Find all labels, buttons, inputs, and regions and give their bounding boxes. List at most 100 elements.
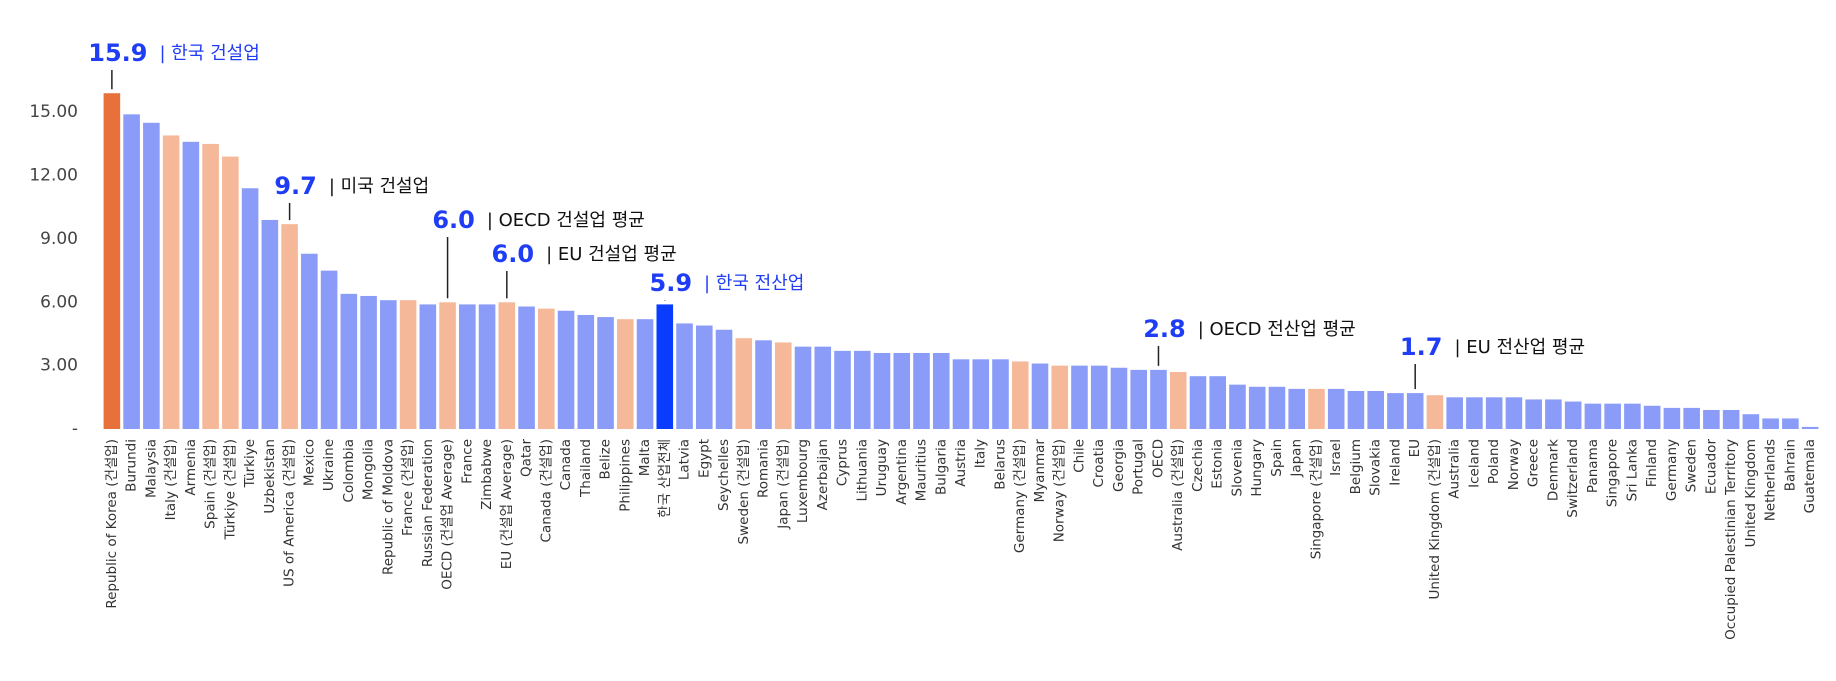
x-tick-label: Russian Federation	[420, 439, 436, 567]
bar	[1387, 393, 1404, 429]
bar	[597, 317, 614, 429]
bar	[1505, 397, 1523, 429]
bar	[853, 350, 871, 429]
x-tick-label: Portugal	[1131, 439, 1147, 495]
y-tick-label: 6.00	[40, 292, 78, 312]
bar	[360, 295, 377, 429]
x-tick-label: Türkiye	[242, 439, 258, 488]
bar	[1248, 386, 1266, 429]
bar	[1367, 390, 1384, 429]
annotation-text: | OECD 건설업 평균	[487, 210, 645, 231]
x-tick-label: Israel	[1328, 439, 1344, 476]
bar	[123, 114, 140, 430]
x-tick-label: Myanmar	[1032, 439, 1048, 503]
x-tick-label: Austria	[953, 439, 969, 487]
annotation-text: | 미국 건설업	[329, 176, 429, 197]
x-tick-label: Greece	[1526, 439, 1542, 487]
x-tick-label: Guatemala	[1802, 439, 1818, 513]
x-tick-label: Denmark	[1545, 439, 1561, 501]
x-tick-label: Poland	[1486, 439, 1502, 484]
bar	[1545, 399, 1562, 429]
bar	[1801, 426, 1819, 429]
bar	[498, 302, 516, 429]
x-tick-label: Italy	[973, 439, 989, 468]
x-tick-label: Bahrain	[1782, 439, 1798, 491]
bar	[1209, 376, 1227, 429]
bar	[1288, 388, 1305, 429]
x-tick-label: Occupied Palestinian Territory	[1723, 439, 1739, 640]
bar	[1446, 397, 1463, 429]
bar	[1525, 399, 1542, 429]
bar	[1762, 418, 1779, 429]
bar	[1031, 363, 1049, 429]
bar	[518, 306, 535, 429]
x-tick-label: Burundi	[124, 439, 140, 492]
annotation-value: 1.7	[1400, 333, 1443, 361]
x-tick-label: Belgium	[1348, 439, 1364, 494]
x-tick-label: Türkiye (건설업)	[222, 439, 238, 540]
bar	[656, 304, 674, 429]
x-tick-label: Ukraine	[321, 439, 337, 491]
x-tick-label: Spain (건설업)	[203, 439, 219, 529]
x-tick-label: Slovenia	[1229, 439, 1245, 496]
x-tick-label: Georgia	[1111, 439, 1127, 492]
bar	[774, 342, 792, 429]
bar	[755, 340, 772, 429]
bar	[380, 300, 397, 429]
bar	[162, 135, 180, 429]
bar	[1327, 388, 1345, 429]
bar	[1466, 397, 1483, 429]
bar	[1189, 376, 1207, 429]
annotation-value: 2.8	[1143, 315, 1186, 343]
bar	[103, 93, 121, 430]
bar	[399, 300, 417, 429]
bar	[1110, 367, 1128, 429]
x-tick-label: Australia	[1447, 439, 1463, 499]
bar	[972, 359, 990, 429]
bar	[676, 323, 693, 429]
x-tick-label: United Kingdom (건설업)	[1427, 439, 1443, 599]
annotation-value: 9.7	[274, 172, 317, 200]
bar	[1406, 393, 1424, 429]
bar	[1722, 409, 1740, 429]
x-tick-label: Japan (건설업)	[775, 439, 791, 530]
annotation-value: 5.9	[650, 269, 693, 297]
bar	[1782, 418, 1799, 429]
x-tick-label: Iceland	[1466, 439, 1482, 488]
y-tick-label: -	[72, 419, 78, 439]
x-tick-label: Chile	[1071, 439, 1087, 473]
x-tick-label: Norway (건설업)	[1052, 439, 1068, 542]
bar	[1347, 390, 1365, 429]
x-tick-label: Norway	[1506, 439, 1522, 490]
x-tick-label: Thailand	[578, 439, 594, 498]
bar	[1742, 414, 1760, 429]
bar	[478, 304, 496, 429]
x-tick-label: Mongolia	[361, 439, 377, 500]
x-tick-label: Mauritius	[914, 439, 930, 501]
bar	[893, 352, 911, 429]
bar	[1150, 369, 1167, 429]
x-tick-label: United Kingdom	[1743, 439, 1759, 547]
x-tick-label: Finland	[1644, 439, 1660, 487]
x-tick-label: Mexico	[301, 439, 317, 486]
bar	[1643, 405, 1661, 429]
x-tick-label: Uzbekistan	[262, 439, 278, 514]
x-tick-label: Seychelles	[716, 439, 732, 511]
y-tick-label: 15.00	[29, 102, 78, 122]
bar	[1308, 388, 1325, 429]
y-tick-label: 9.00	[40, 229, 78, 249]
x-tick-label: Estonia	[1210, 439, 1226, 489]
bar	[1229, 384, 1246, 429]
bar	[202, 143, 219, 430]
x-tick-label: Colombia	[341, 439, 357, 502]
bar	[913, 352, 930, 429]
annotation-text: | EU 전산업 평균	[1454, 337, 1585, 358]
x-tick-label: Sri Lanka	[1624, 439, 1640, 501]
x-tick-label: Uruguay	[874, 439, 890, 496]
bar	[261, 219, 279, 429]
bar	[1169, 371, 1187, 429]
x-tick-label: Azerbaijan	[815, 439, 831, 510]
x-tick-label: Sweden	[1684, 439, 1700, 492]
annotation-value: 6.0	[492, 240, 535, 268]
